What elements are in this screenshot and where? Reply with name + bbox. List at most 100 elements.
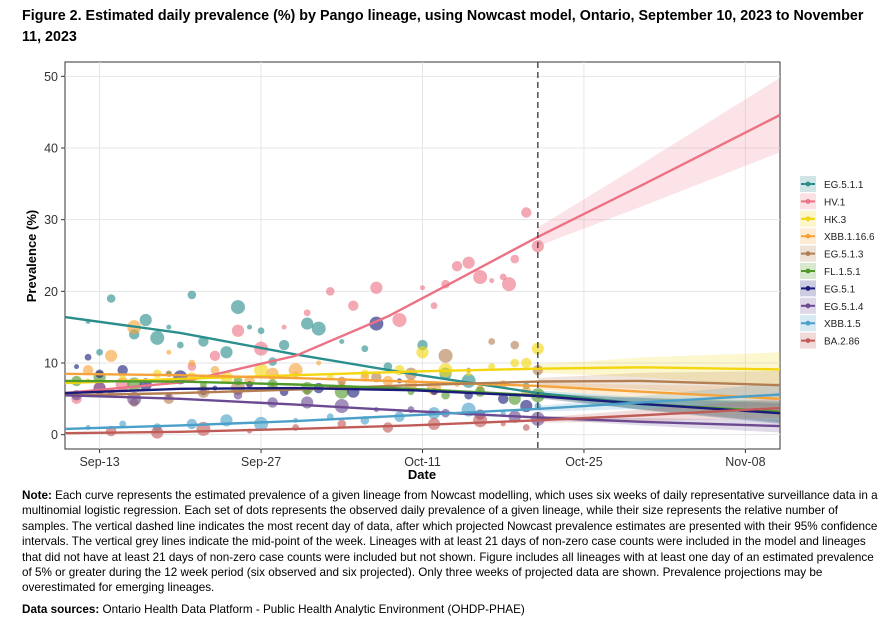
observed-point-eg-5-1-1 [339,339,345,344]
observed-point-hv-1 [303,309,311,317]
observed-point-hv-1 [325,287,335,296]
data-sources: Data sources: Ontario Health Data Platfo… [22,602,884,617]
observed-point-hk-3 [254,363,269,378]
observed-point-eg-5-1 [498,393,509,405]
y-tick-label: 10 [44,357,58,371]
x-tick-label: Sep-27 [241,455,281,469]
observed-point-eg-5-1-1 [301,317,314,330]
sources-text: Ontario Health Data Platform - Public He… [99,603,525,616]
y-tick-label: 0 [51,428,58,442]
observed-point-hv-1 [473,270,488,284]
observed-point-eg-5-1-1 [176,341,184,349]
observed-point-eg-5-1 [74,364,80,370]
legend-label-eg-5-1-3: EG.5.1.3 [824,250,864,261]
observed-point-hv-1 [501,277,516,292]
observed-point-xbb-1-16-6 [210,365,220,375]
observed-point-hk-3 [531,342,544,355]
estimate-line-xbb-1-16-6 [64,372,781,400]
legend-key-dot [805,233,811,239]
observed-point-xbb-1-5 [119,420,127,428]
observed-point-hk-3 [510,358,520,368]
observed-point-eg-5-1-1 [311,321,326,336]
x-tick-label: Oct-11 [404,455,441,469]
observed-point-ba-2-86 [522,424,530,431]
legend-key-dot [805,320,811,326]
ci-ribbon-hk-3 [537,352,780,387]
observed-point-eg-5-1-3 [488,338,496,345]
observed-point-eg-5-1-4 [301,396,314,409]
observed-point-hv-1 [209,350,221,362]
x-tick-label: Sep-13 [79,455,119,469]
legend-key-dot [805,303,811,309]
y-tick-label: 30 [44,213,58,227]
observed-point-eg-5-1-1 [247,324,253,330]
estimate-line-eg-5-1 [64,386,781,415]
observed-point-hv-1 [489,278,495,284]
legend-label-eg-5-1: EG.5.1 [824,284,856,295]
observed-point-eg-5-1-1 [150,330,165,345]
observed-point-eg-5-1-1 [106,294,116,303]
legend: EG.5.1.1 HV.1 HK.3 XBB.1.16.6 EG.5.1.3 FL.1.5… [800,176,875,349]
observed-point-hv-1 [370,281,383,294]
y-tick-label: 20 [44,285,58,299]
legend-label-ba-2-86: BA.2.86 [824,337,860,348]
observed-point-hv-1 [521,207,532,218]
observed-point-ba-2-86 [337,419,347,429]
observed-point-fl-1-5-1 [441,390,450,400]
observed-point-hv-1 [420,285,425,291]
y-axis-ticks: 0 10 20 30 40 50 [44,70,65,442]
note-text: Each curve represents the estimated prev… [22,489,878,595]
estimate-lines [64,113,781,435]
observed-point-eg-5-1-1 [361,345,369,353]
observed-point-eg-5-1-3 [510,340,520,350]
observed-point-xbb-1-5 [500,410,506,416]
observed-point-eg-5-1-1 [220,346,233,359]
sources-label: Data sources: [22,603,100,616]
legend-label-hv-1: HV.1 [824,197,846,208]
legend-label-eg-5-1-1: EG.5.1.1 [824,180,864,191]
observed-point-eg-5-1-3 [337,376,347,386]
legend-key-dot [805,338,811,343]
figure-note: Note: Each curve represents the estimate… [22,488,884,596]
observed-point-hv-1 [451,261,463,272]
observed-point-eg-5-1 [117,364,128,376]
observed-point-hv-1 [462,256,475,269]
estimate-line-eg-5-1-4 [64,394,781,428]
legend-label-hk-3: HK.3 [824,215,847,226]
legend-label-xbb-1-5: XBB.1.5 [824,319,861,330]
legend-label-eg-5-1-4: EG.5.1.4 [824,302,864,313]
observed-point-hk-3 [466,371,472,377]
y-axis-label: Prevalence (%) [24,210,39,303]
x-axis-ticks: Sep-13 Sep-27 Oct-11 Oct-25 Nov-08 [79,449,766,469]
legend-key-dot [805,251,811,256]
legend-label-fl-1-5-1: FL.1.5.1 [824,267,861,278]
observed-point-ba-2-86 [382,422,394,433]
observed-point-hv-1 [281,324,287,330]
observed-point-eg-5-1-1 [139,313,152,327]
estimate-line-eg-5-1-3 [64,379,781,397]
observed-point-eg-5-1-1 [96,348,103,356]
observed-point-eg-5-1-4 [127,391,142,406]
observed-point-hv-1 [231,324,245,337]
estimate-line-ba-2-86 [64,406,781,435]
estimate-line-hk-3 [64,366,781,385]
observed-point-xbb-1-5 [254,416,269,431]
observed-point-hv-1 [430,302,438,310]
x-axis-label: Date [408,467,436,482]
observed-point-hk-3 [416,346,429,359]
observed-point-hv-1 [392,313,407,327]
observed-point-eg-5-1-1 [187,290,197,300]
legend-key-dot [805,286,811,291]
legend-key-dot [805,181,811,187]
observed-point-xbb-1-16-6 [166,349,172,355]
prevalence-chart: Sep-13 Sep-27 Oct-11 Oct-25 Nov-08 0 10 20 30 40… [24,61,875,482]
estimate-line-xbb-1-5 [64,393,781,431]
observed-point-xbb-1-16-6 [188,359,196,367]
observed-point-xbb-1-16-6 [82,364,94,376]
figure-title: Figure 2. Estimated daily prevalence (%)… [22,8,864,45]
observed-point-hv-1 [510,254,520,264]
ci-ribbon-eg-5-1-3 [537,370,780,400]
observed-point-eg-5-1-1 [166,324,172,330]
note-label: Note: [22,489,52,502]
observed-point-hv-1 [348,300,359,311]
